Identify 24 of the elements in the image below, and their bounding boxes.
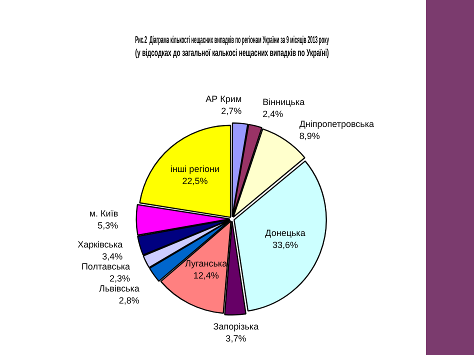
chart-title: Рис.2 Діаграма кількості нещасних випадків по регіонам України за 9 місяців 2013 року xyxy=(135,34,330,46)
slice-label: Запорізька xyxy=(213,321,259,332)
chart-subtitle: (у відсодках до загальної калькосі нещасних випадків по Україні) xyxy=(135,47,330,58)
data-label: 2,3% xyxy=(110,273,130,284)
data-label: 2,4% xyxy=(262,108,284,119)
slice-label: Дніпропетровська xyxy=(299,118,374,129)
slice-label: Полтавська xyxy=(81,261,130,272)
data-label: 2,8% xyxy=(118,295,140,306)
data-label: 8,9% xyxy=(299,130,320,141)
data-label: 3,4% xyxy=(102,251,123,262)
slice-label: м. Київ xyxy=(89,208,118,219)
slice-label: Харківська xyxy=(78,239,123,250)
data-label: 2,7% xyxy=(221,106,242,116)
data-label: 33,6% xyxy=(272,240,298,250)
slice-label: Вінницька xyxy=(262,96,305,107)
slice-label: АР Крим xyxy=(206,94,242,104)
slice-label: Луганська xyxy=(185,258,228,268)
slice-label: Львівська xyxy=(99,283,140,294)
data-label: 3,7% xyxy=(226,333,246,344)
data-label: 22,5% xyxy=(182,176,208,186)
slice-label: інші регіони xyxy=(170,164,220,174)
slice-label: Донецька xyxy=(265,228,306,238)
data-label: 5,3% xyxy=(98,220,118,231)
data-label: 12,4% xyxy=(193,270,219,280)
